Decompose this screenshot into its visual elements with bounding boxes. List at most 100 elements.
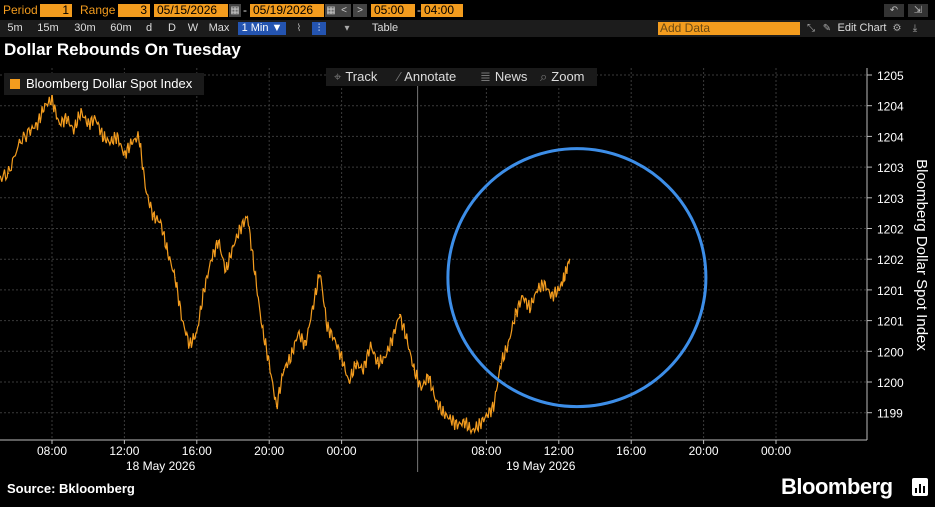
bar-chart-icon[interactable]: ⫶: [312, 22, 326, 35]
gear-icon[interactable]: ⚙: [892, 23, 902, 34]
y-tick-label: 1201: [877, 284, 904, 298]
y-tick-label: 1203: [877, 192, 904, 206]
time-to-field[interactable]: 04:00: [421, 4, 463, 17]
data-point: [268, 362, 270, 365]
data-point: [493, 405, 495, 408]
data-point: [507, 344, 509, 346]
data-point: [569, 258, 571, 260]
period-label: Period: [3, 3, 38, 17]
y-tick-label: 1202: [877, 253, 904, 267]
calendar-from-icon[interactable]: ▦: [229, 4, 241, 17]
annotate-tool[interactable]: ∕ Annotate: [398, 69, 457, 84]
legend[interactable]: Bloomberg Dollar Spot Index: [4, 73, 204, 95]
x-tick-label: 16:00: [616, 444, 646, 458]
data-point: [341, 356, 343, 359]
data-point: [522, 295, 524, 297]
interval-week[interactable]: W: [187, 22, 199, 34]
chart-toolbar-secondary: 5m 15m 30m 60m d D W Max 1 Min ▼ ⌇ ⫶ ▾ T…: [0, 20, 935, 37]
data-point: [514, 313, 516, 316]
y-tick-label: 1200: [877, 345, 904, 359]
source-note: Source: Bkloomberg: [7, 481, 135, 496]
calendar-to-icon[interactable]: ▦: [325, 4, 337, 17]
data-point: [529, 307, 531, 309]
data-point: [210, 258, 212, 260]
data-point: [188, 344, 191, 346]
data-point: [406, 338, 408, 340]
undo-icon[interactable]: ↶: [884, 4, 904, 17]
interval-1min-dropdown[interactable]: 1 Min ▼: [238, 22, 286, 35]
zoom-tool[interactable]: ⌕ Zoom: [540, 69, 585, 84]
date-to-field[interactable]: 05/19/2026: [250, 4, 324, 17]
date-label: 19 May 2026: [506, 459, 576, 473]
interval-15m[interactable]: 15m: [37, 22, 59, 34]
data-point: [456, 424, 459, 426]
interval-day[interactable]: D: [168, 22, 176, 34]
time-from-field[interactable]: 05:00: [371, 4, 415, 17]
chevron-down-icon[interactable]: ▾: [344, 23, 350, 34]
data-point: [51, 98, 53, 101]
data-point: [261, 326, 263, 328]
y-tick-label: 1204: [877, 130, 904, 144]
interval-60m[interactable]: 60m: [110, 22, 132, 34]
data-point: [44, 105, 46, 107]
data-point: [543, 283, 545, 285]
y-tick-label: 1202: [877, 223, 904, 237]
interval-d[interactable]: d: [145, 22, 153, 34]
prev-range-icon[interactable]: <: [337, 4, 351, 17]
period-field[interactable]: 1: [40, 4, 72, 17]
chart-title: Dollar Rebounds On Tuesday: [4, 40, 241, 59]
news-tool[interactable]: ≣ News: [480, 69, 528, 84]
data-point: [138, 135, 140, 137]
data-point: [471, 430, 473, 432]
bloomberg-logo: Bloomberg: [781, 474, 893, 499]
data-point: [116, 135, 118, 137]
data-point: [348, 381, 350, 383]
bloomberg-chart-icon: [912, 478, 928, 496]
next-range-icon[interactable]: >: [353, 4, 367, 17]
edit-chart-button[interactable]: Edit Chart: [837, 22, 887, 34]
data-point: [384, 356, 386, 359]
pencil-icon: ∕: [398, 69, 401, 84]
data-point: [29, 129, 31, 131]
data-point: [413, 369, 415, 371]
data-point: [333, 338, 335, 340]
pencil-icon[interactable]: ✎: [822, 23, 832, 34]
data-point: [196, 332, 198, 334]
data-point: [254, 270, 256, 273]
table-button[interactable]: Table: [371, 22, 399, 34]
date-from-field[interactable]: 05/15/2026: [154, 4, 228, 17]
data-point: [290, 356, 292, 359]
data-point: [558, 289, 560, 291]
x-tick-label: 12:00: [109, 444, 139, 458]
data-point: [420, 387, 422, 389]
y-tick-label: 1203: [877, 161, 904, 175]
pin-icon[interactable]: ⤓: [912, 23, 918, 34]
range-field[interactable]: 3: [118, 4, 150, 17]
data-point: [203, 289, 205, 291]
data-point: [73, 129, 75, 131]
interval-30m[interactable]: 30m: [74, 22, 96, 34]
x-tick-label: 12:00: [544, 444, 574, 458]
data-point: [7, 172, 10, 174]
crosshair-icon: ⌖: [334, 69, 342, 84]
x-tick-label: 00:00: [761, 444, 791, 458]
settings-arrows-icon[interactable]: ⤡: [807, 23, 815, 34]
line-chart-icon[interactable]: ⌇: [296, 23, 302, 34]
data-point: [225, 270, 227, 273]
data-point: [80, 111, 82, 113]
interval-5m[interactable]: 5m: [7, 22, 23, 34]
data-point: [478, 424, 480, 426]
add-data-input[interactable]: Add Data: [658, 22, 800, 35]
data-point: [152, 215, 154, 217]
interval-max[interactable]: Max: [208, 22, 230, 34]
data-point: [500, 362, 502, 365]
data-point: [427, 375, 430, 377]
track-tool[interactable]: ⌖ Track: [334, 69, 378, 84]
data-point: [275, 405, 278, 408]
news-icon: ≣: [480, 69, 491, 84]
data-point: [102, 135, 104, 137]
export-icon[interactable]: ⇲: [908, 4, 928, 17]
data-point: [362, 369, 364, 371]
annotation-layer: [446, 147, 708, 409]
data-point: [442, 412, 444, 414]
